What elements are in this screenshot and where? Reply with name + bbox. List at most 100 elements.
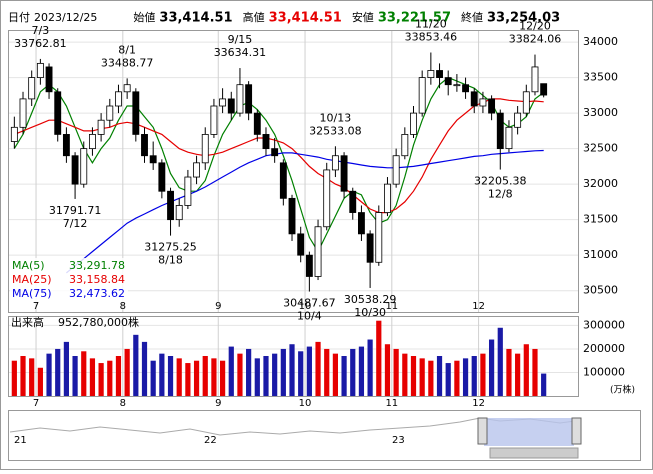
y-tick-label: 34000 [583, 35, 618, 48]
candle-body [158, 162, 166, 192]
volume-bar [315, 341, 321, 396]
candle-body [141, 134, 148, 157]
annotation-value: 31275.25 [144, 241, 197, 254]
annotation-value: 33762.81 [14, 37, 67, 50]
candle-body [45, 66, 53, 93]
x-tick-label: 10 [299, 301, 312, 312]
y-tick-label: 30500 [583, 284, 618, 297]
navigator-handle[interactable] [571, 417, 582, 445]
candle-body [201, 134, 209, 164]
x-tick-label: 11 [385, 398, 398, 409]
candle-body [54, 91, 62, 135]
y-tick-label: 31000 [583, 248, 618, 261]
x-tick-label: 12 [472, 398, 485, 409]
navigator-handle[interactable] [477, 417, 488, 445]
volume-bar [367, 339, 373, 396]
y-tick-label: 32000 [583, 177, 618, 190]
volume-bar [541, 373, 547, 396]
candle-body [253, 112, 261, 135]
candle-body [392, 155, 400, 185]
volume-title: 出来高 [11, 315, 44, 329]
volume-bar [72, 356, 78, 396]
volume-bar [141, 341, 148, 396]
candle-body [245, 84, 253, 114]
ma-line [66, 149, 544, 274]
candle-body [297, 233, 305, 256]
volume-bar [428, 360, 434, 396]
navigator-panel [8, 410, 641, 461]
scrollbar[interactable] [489, 447, 579, 459]
header-label: 高値 [243, 10, 265, 24]
candle-body [210, 105, 218, 135]
y-tick-label: 100000 [583, 365, 625, 378]
navigator-window[interactable] [484, 418, 574, 446]
volume-bar [445, 363, 451, 396]
candle-body [19, 98, 27, 128]
candle-body [331, 155, 339, 171]
x-tick-label: 7 [33, 301, 39, 312]
volume-bar [289, 344, 295, 396]
candle-body [453, 84, 461, 87]
volume-bar [29, 358, 35, 396]
y-tick-label: 33000 [583, 106, 618, 119]
candle-body [340, 155, 348, 192]
volume-bar [20, 356, 26, 396]
candle-body [505, 126, 513, 150]
volume-bar [436, 356, 443, 396]
volume-bar [107, 360, 113, 396]
annotation-date: 11/20 [415, 17, 447, 30]
volume-bar [159, 353, 165, 396]
volume-bar [202, 356, 208, 396]
x-tick-label: 9 [215, 398, 221, 409]
candle-body [427, 70, 435, 78]
annotation-date: 12/20 [519, 20, 551, 33]
volume-bar [228, 346, 234, 396]
annotation-date: 7/3 [32, 24, 50, 37]
candle-body [462, 84, 470, 93]
volume-bar [193, 360, 200, 396]
candle-body [80, 148, 88, 185]
legend-value: 32,473.62 [69, 287, 125, 300]
annotation-value: 30538.29 [344, 293, 397, 306]
annotation-date: 8/18 [158, 254, 183, 267]
y-tick-label: 200000 [583, 342, 625, 355]
candle-body [115, 91, 122, 107]
candle-body [436, 70, 443, 78]
x-tick-label: 8 [120, 398, 126, 409]
volume-bar [98, 363, 104, 396]
volume-bar [393, 348, 399, 396]
candle-body [175, 205, 183, 221]
candle-body [488, 98, 496, 114]
candle-body [349, 190, 357, 213]
volume-bar [124, 348, 130, 396]
volume-bar [515, 353, 521, 396]
price-panel [8, 30, 579, 313]
legend-name: MA(25) [12, 273, 52, 286]
candle-body [271, 148, 279, 157]
x-tick-label: 7 [33, 398, 39, 409]
volume-bar [11, 360, 17, 396]
annotation-date: 9/15 [228, 33, 253, 46]
candle-body [514, 112, 522, 128]
volume-bar [150, 360, 156, 396]
y-tick-label: 33500 [583, 71, 618, 84]
legend-name: MA(75) [12, 287, 52, 300]
header-value: 33,254.03 [487, 11, 560, 26]
volume-panel [8, 316, 579, 397]
volume-bar [280, 348, 286, 396]
candle-body [219, 98, 227, 107]
volume-bar [298, 351, 304, 396]
candle-body [522, 91, 530, 114]
candle-body [193, 162, 201, 178]
volume-bar [506, 348, 512, 396]
candle-body [97, 119, 105, 135]
navigator-label: 21 [14, 435, 27, 446]
volume-bar [246, 348, 252, 396]
candle-body [123, 84, 131, 93]
volume-bar [488, 339, 495, 396]
volume-bar [37, 367, 43, 396]
candle-body [401, 134, 409, 157]
y-tick-label: 300000 [583, 318, 625, 331]
volume-bar [133, 334, 139, 396]
